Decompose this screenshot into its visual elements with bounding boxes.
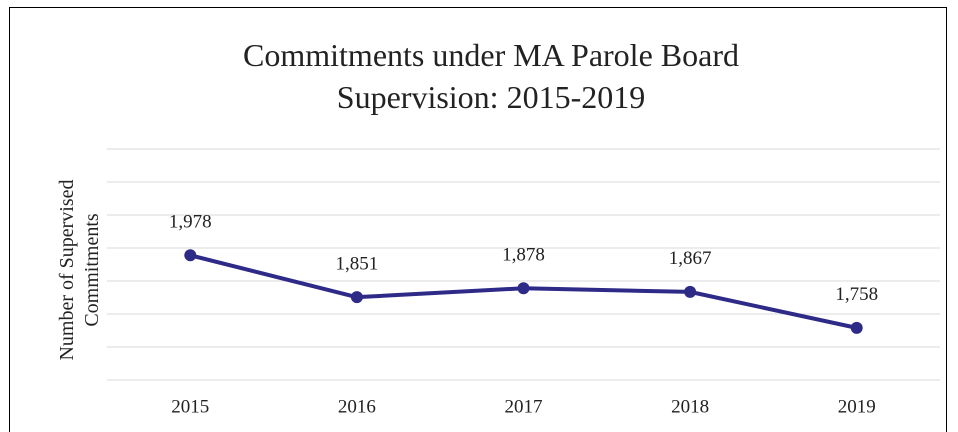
marker bbox=[184, 249, 197, 262]
chart-title: Commitments under MA Parole Board Superv… bbox=[243, 37, 739, 115]
data-label: 1,851 bbox=[336, 254, 379, 275]
marker bbox=[517, 282, 530, 295]
marker bbox=[350, 291, 363, 304]
y-axis-label: Number of Supervised Commitments bbox=[56, 179, 103, 361]
data-label: 1,758 bbox=[835, 284, 878, 305]
marker bbox=[684, 285, 697, 298]
marker bbox=[850, 321, 863, 334]
x-tick-label: 2017 bbox=[505, 396, 543, 417]
data-label: 1,878 bbox=[502, 245, 545, 266]
data-label: 1,978 bbox=[169, 212, 212, 233]
x-tick-label: 2016 bbox=[338, 396, 376, 417]
x-tick-label: 2019 bbox=[838, 396, 876, 417]
x-tick-label: 2015 bbox=[171, 396, 209, 417]
chart-frame bbox=[9, 7, 947, 432]
x-tick-label: 2018 bbox=[671, 396, 709, 417]
data-label: 1,867 bbox=[669, 248, 712, 269]
